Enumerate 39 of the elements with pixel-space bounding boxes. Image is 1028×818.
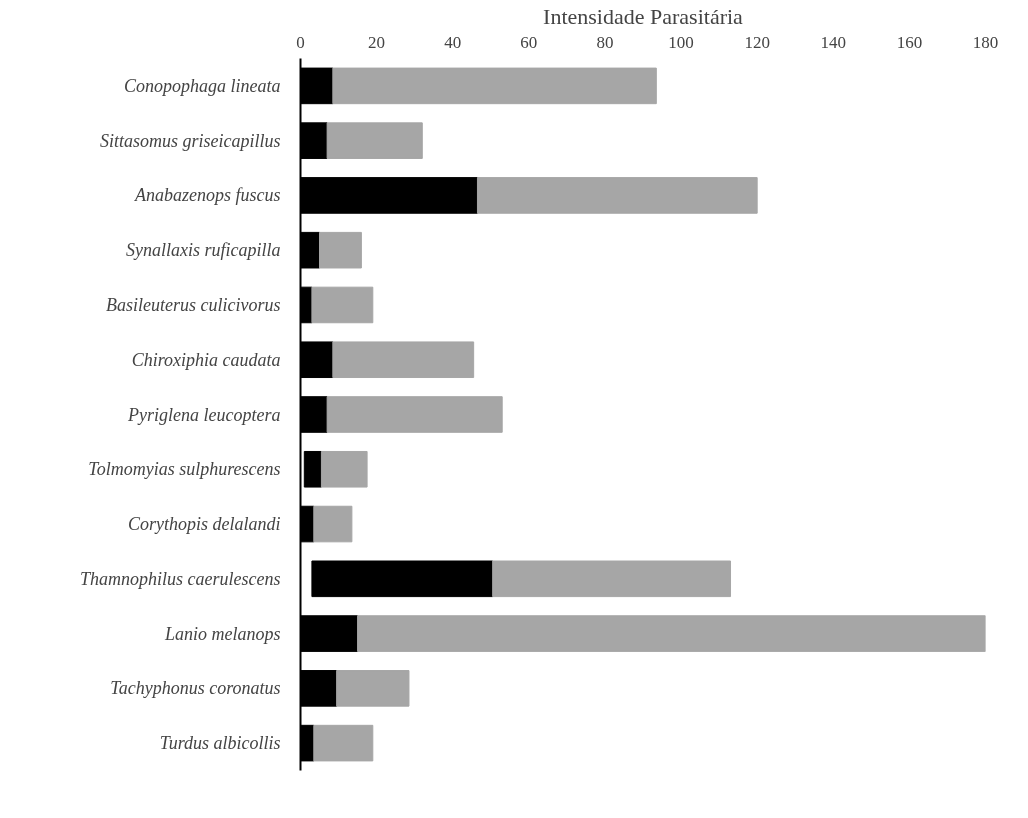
bar [319,231,362,269]
bar [313,505,353,543]
y-tick-label: Tolmomyias sulphurescens [88,459,281,480]
x-tick-label: 40 [444,32,462,52]
bar [332,341,475,379]
y-tick-label: Tachyphonus coronatus [110,678,281,699]
y-tick-label: Turdus albicollis [159,733,281,754]
y-tick-label: Chiroxiphia caudata [131,349,281,370]
y-tick-label: Synallaxis ruficapilla [126,240,281,261]
y-tick-label: Thamnophilus caerulescens [80,568,281,589]
bar [320,450,368,488]
bar [332,67,657,105]
bar [313,724,374,762]
x-axis-title: Intensidade Parasitária [543,3,744,29]
bar [326,396,503,433]
y-tick-label: Anabazenops fuscus [134,185,281,206]
y-tick-label: Lanio melanops [163,623,281,644]
y-tick-label: Sittasomus griseicapillus [99,130,281,151]
x-tick-label: 160 [896,32,923,52]
x-tick-label: 20 [368,32,386,52]
bar [311,560,494,598]
y-tick-label: Corythopis delalandi [128,514,281,535]
x-tick-label: 140 [820,32,847,52]
x-tick-label: 100 [668,32,694,52]
bar [311,286,374,324]
bar [303,450,322,488]
x-tick-label: 120 [744,32,770,52]
y-tick-label: Conopophaga lineata [124,75,281,96]
y-tick-label: Basileuterus culicivorus [106,294,281,315]
bar [492,560,732,598]
bar [476,177,758,214]
x-tick-label: 180 [972,32,999,52]
bar [326,122,423,159]
x-tick-label: 80 [596,32,614,52]
y-tick-label: Pyriglena leucoptera [127,404,281,425]
bar [336,670,410,707]
bar [357,615,986,652]
x-tick-label: 0 [296,32,305,52]
x-tick-label: 60 [520,32,538,52]
